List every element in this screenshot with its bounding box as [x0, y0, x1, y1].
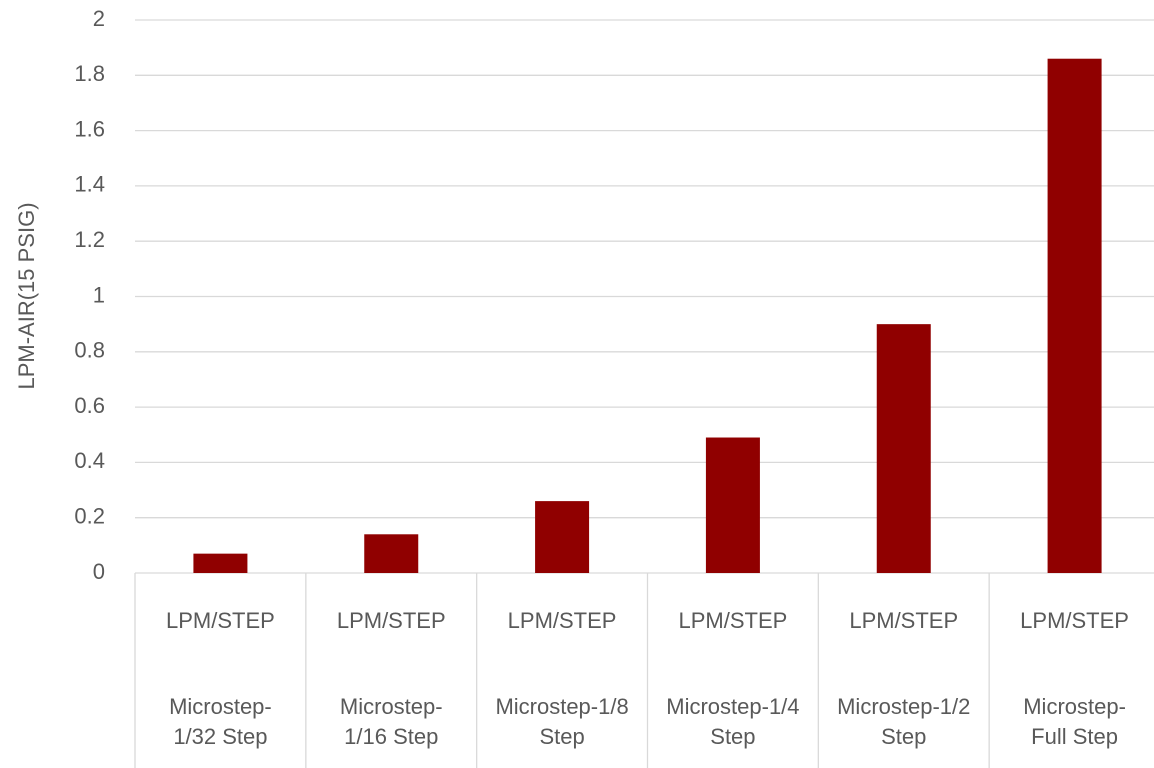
- category-group-label: LPM/STEP: [678, 608, 788, 633]
- bar: [535, 501, 590, 573]
- x-tick-label: Microstep-1/16 Step: [339, 694, 443, 749]
- category-group-label: LPM/STEP: [849, 608, 959, 633]
- category-group-label: LPM/STEP: [336, 608, 446, 633]
- bar: [193, 553, 248, 573]
- y-tick-label: 1: [93, 282, 105, 307]
- bar: [1047, 58, 1102, 573]
- y-tick-label: 1.8: [74, 61, 105, 86]
- y-tick-label: 1.6: [74, 116, 105, 141]
- y-tick-label: 0: [93, 559, 105, 584]
- category-group-label: LPM/STEP: [1020, 608, 1129, 633]
- x-tick-label: Microstep-1/32 Step: [169, 694, 272, 749]
- bar: [876, 324, 931, 573]
- bar: [364, 534, 419, 573]
- y-tick-label: 0.8: [74, 338, 105, 363]
- category-group-label: LPM/STEP: [166, 608, 275, 633]
- category-group-label: LPM/STEP: [507, 608, 617, 633]
- y-tick-label: 0.4: [74, 448, 105, 473]
- y-tick-label: 0.6: [74, 393, 105, 418]
- bar: [705, 437, 760, 573]
- y-tick-label: 2: [93, 6, 105, 31]
- y-tick-label: 1.2: [74, 227, 105, 252]
- x-tick-label: Microstep-1/2 Step: [837, 694, 971, 749]
- x-tick-label: Microstep-1/8 Step: [495, 694, 629, 749]
- y-tick-label: 0.2: [74, 504, 105, 529]
- y-axis-label: LPM-AIR(15 PSIG): [14, 202, 39, 389]
- x-tick-label: Microstep-1/4 Step: [666, 694, 800, 749]
- x-tick-label: Microstep-Full Step: [1023, 694, 1126, 749]
- y-tick-label: 1.4: [74, 172, 105, 197]
